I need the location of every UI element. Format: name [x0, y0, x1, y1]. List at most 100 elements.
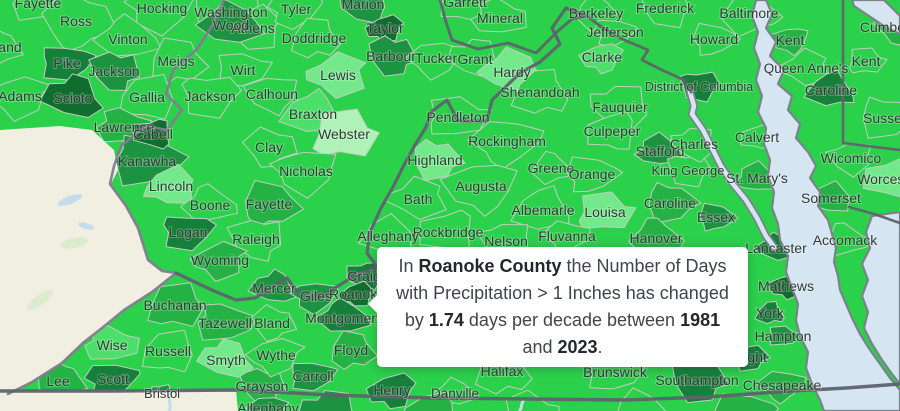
county-label: Cabell	[133, 126, 173, 142]
county-shape[interactable]	[305, 51, 367, 99]
tooltip-arrow	[368, 295, 377, 313]
county-shape[interactable]	[339, 0, 386, 24]
county-shape[interactable]	[587, 111, 633, 150]
county-shape[interactable]	[251, 304, 298, 342]
county-shape[interactable]	[152, 37, 210, 85]
county-label: Mineral	[477, 10, 523, 26]
county-label: Charles	[670, 136, 718, 152]
county-label: Adams	[0, 88, 42, 104]
county-label: Scioto	[54, 90, 93, 106]
county-label: Fauquier	[592, 99, 648, 115]
county-label: Fayette	[246, 196, 293, 212]
county-shape[interactable]	[43, 47, 97, 81]
county-shape[interactable]	[118, 73, 174, 120]
county-shape[interactable]	[41, 0, 119, 53]
county-shape[interactable]	[862, 158, 900, 198]
county-label: Montgomery	[305, 310, 383, 326]
county-shape[interactable]	[714, 393, 779, 411]
county-label: Calvert	[735, 129, 779, 145]
county-shape[interactable]	[123, 0, 194, 37]
county-shape[interactable]	[244, 338, 306, 378]
county-shape[interactable]	[769, 325, 801, 346]
county-label: Lancaster	[745, 240, 807, 256]
county-label: Taylor	[366, 20, 404, 36]
county-shape[interactable]	[291, 17, 341, 59]
county-shape[interactable]	[245, 180, 305, 229]
county-shape[interactable]	[0, 25, 24, 69]
county-shape[interactable]	[189, 240, 248, 282]
county-shape[interactable]	[142, 163, 194, 204]
county-shape[interactable]	[754, 301, 785, 325]
county-label: Accomack	[813, 232, 879, 248]
county-shape[interactable]	[470, 0, 527, 33]
county-label: Caroline	[805, 82, 857, 98]
county-label: Webster	[318, 126, 370, 142]
county-shape[interactable]	[733, 160, 777, 190]
county-shape[interactable]	[699, 202, 739, 232]
county-shape[interactable]	[510, 69, 569, 114]
county-shape[interactable]	[648, 182, 702, 224]
county-shape[interactable]	[226, 220, 282, 262]
county-shape[interactable]	[368, 35, 420, 77]
county-shape[interactable]	[147, 282, 205, 327]
county-label: Buchanan	[143, 297, 206, 313]
county-shape[interactable]	[803, 69, 855, 107]
county-shape[interactable]	[133, 118, 170, 150]
county-label: Wicomico	[821, 150, 882, 166]
county-shape[interactable]	[641, 0, 690, 29]
county-shape[interactable]	[292, 362, 339, 392]
county-shape[interactable]	[181, 76, 242, 119]
county-shape[interactable]	[414, 138, 466, 182]
county-shape[interactable]	[692, 22, 741, 56]
county-shape[interactable]	[430, 96, 493, 135]
county-label: Baltimore	[719, 5, 778, 21]
county-shape[interactable]	[269, 151, 337, 199]
county-label: Mercer	[252, 280, 296, 296]
county-shape[interactable]	[0, 76, 54, 122]
county-shape[interactable]	[531, 150, 575, 186]
county-shape[interactable]	[88, 51, 140, 91]
background-land	[0, 390, 238, 411]
county-label: Rockingham	[468, 133, 546, 149]
county-shape[interactable]	[314, 297, 372, 332]
county-shape[interactable]	[578, 191, 637, 230]
county-shape[interactable]	[755, 370, 807, 405]
county-shape[interactable]	[245, 397, 290, 411]
county-shape[interactable]	[849, 47, 888, 74]
county-label: Bristol	[144, 386, 180, 401]
county-shape[interactable]	[589, 85, 648, 132]
state-border-line	[841, 0, 900, 152]
county-shape[interactable]	[439, 164, 518, 217]
county-shape[interactable]	[593, 19, 639, 48]
tooltip-line: with Precipitation > 1 Inches has change…	[396, 283, 729, 303]
county-shape[interactable]	[180, 183, 238, 223]
county-label: Bath	[404, 191, 433, 207]
county-shape[interactable]	[567, 156, 624, 193]
county-shape[interactable]	[242, 77, 298, 117]
county-label: Kanawha	[118, 153, 177, 169]
county-shape[interactable]	[578, 43, 624, 75]
county-shape[interactable]	[92, 13, 162, 57]
county-shape[interactable]	[194, 0, 266, 43]
county-label: Bland	[254, 315, 290, 331]
county-shape[interactable]	[39, 73, 104, 118]
county-label: Floyd	[334, 342, 368, 358]
county-shape[interactable]	[331, 330, 378, 370]
county-label: Kent	[776, 32, 805, 48]
state-border-line	[0, 382, 900, 402]
county-shape[interactable]	[863, 96, 900, 139]
county-shape[interactable]	[196, 338, 254, 378]
county-shape[interactable]	[467, 121, 545, 170]
county-shape[interactable]	[266, 0, 324, 31]
county-shape[interactable]	[312, 108, 380, 157]
county-shape[interactable]	[197, 303, 257, 341]
county-label: Clarke	[582, 49, 623, 65]
county-shape[interactable]	[163, 216, 217, 252]
county-shape[interactable]	[218, 53, 273, 87]
county-shape[interactable]	[142, 329, 193, 373]
tooltip-line: In Roanoke County the Number of Days	[398, 256, 727, 276]
county-label: Caroline	[644, 195, 696, 211]
county-shape[interactable]	[84, 325, 140, 360]
